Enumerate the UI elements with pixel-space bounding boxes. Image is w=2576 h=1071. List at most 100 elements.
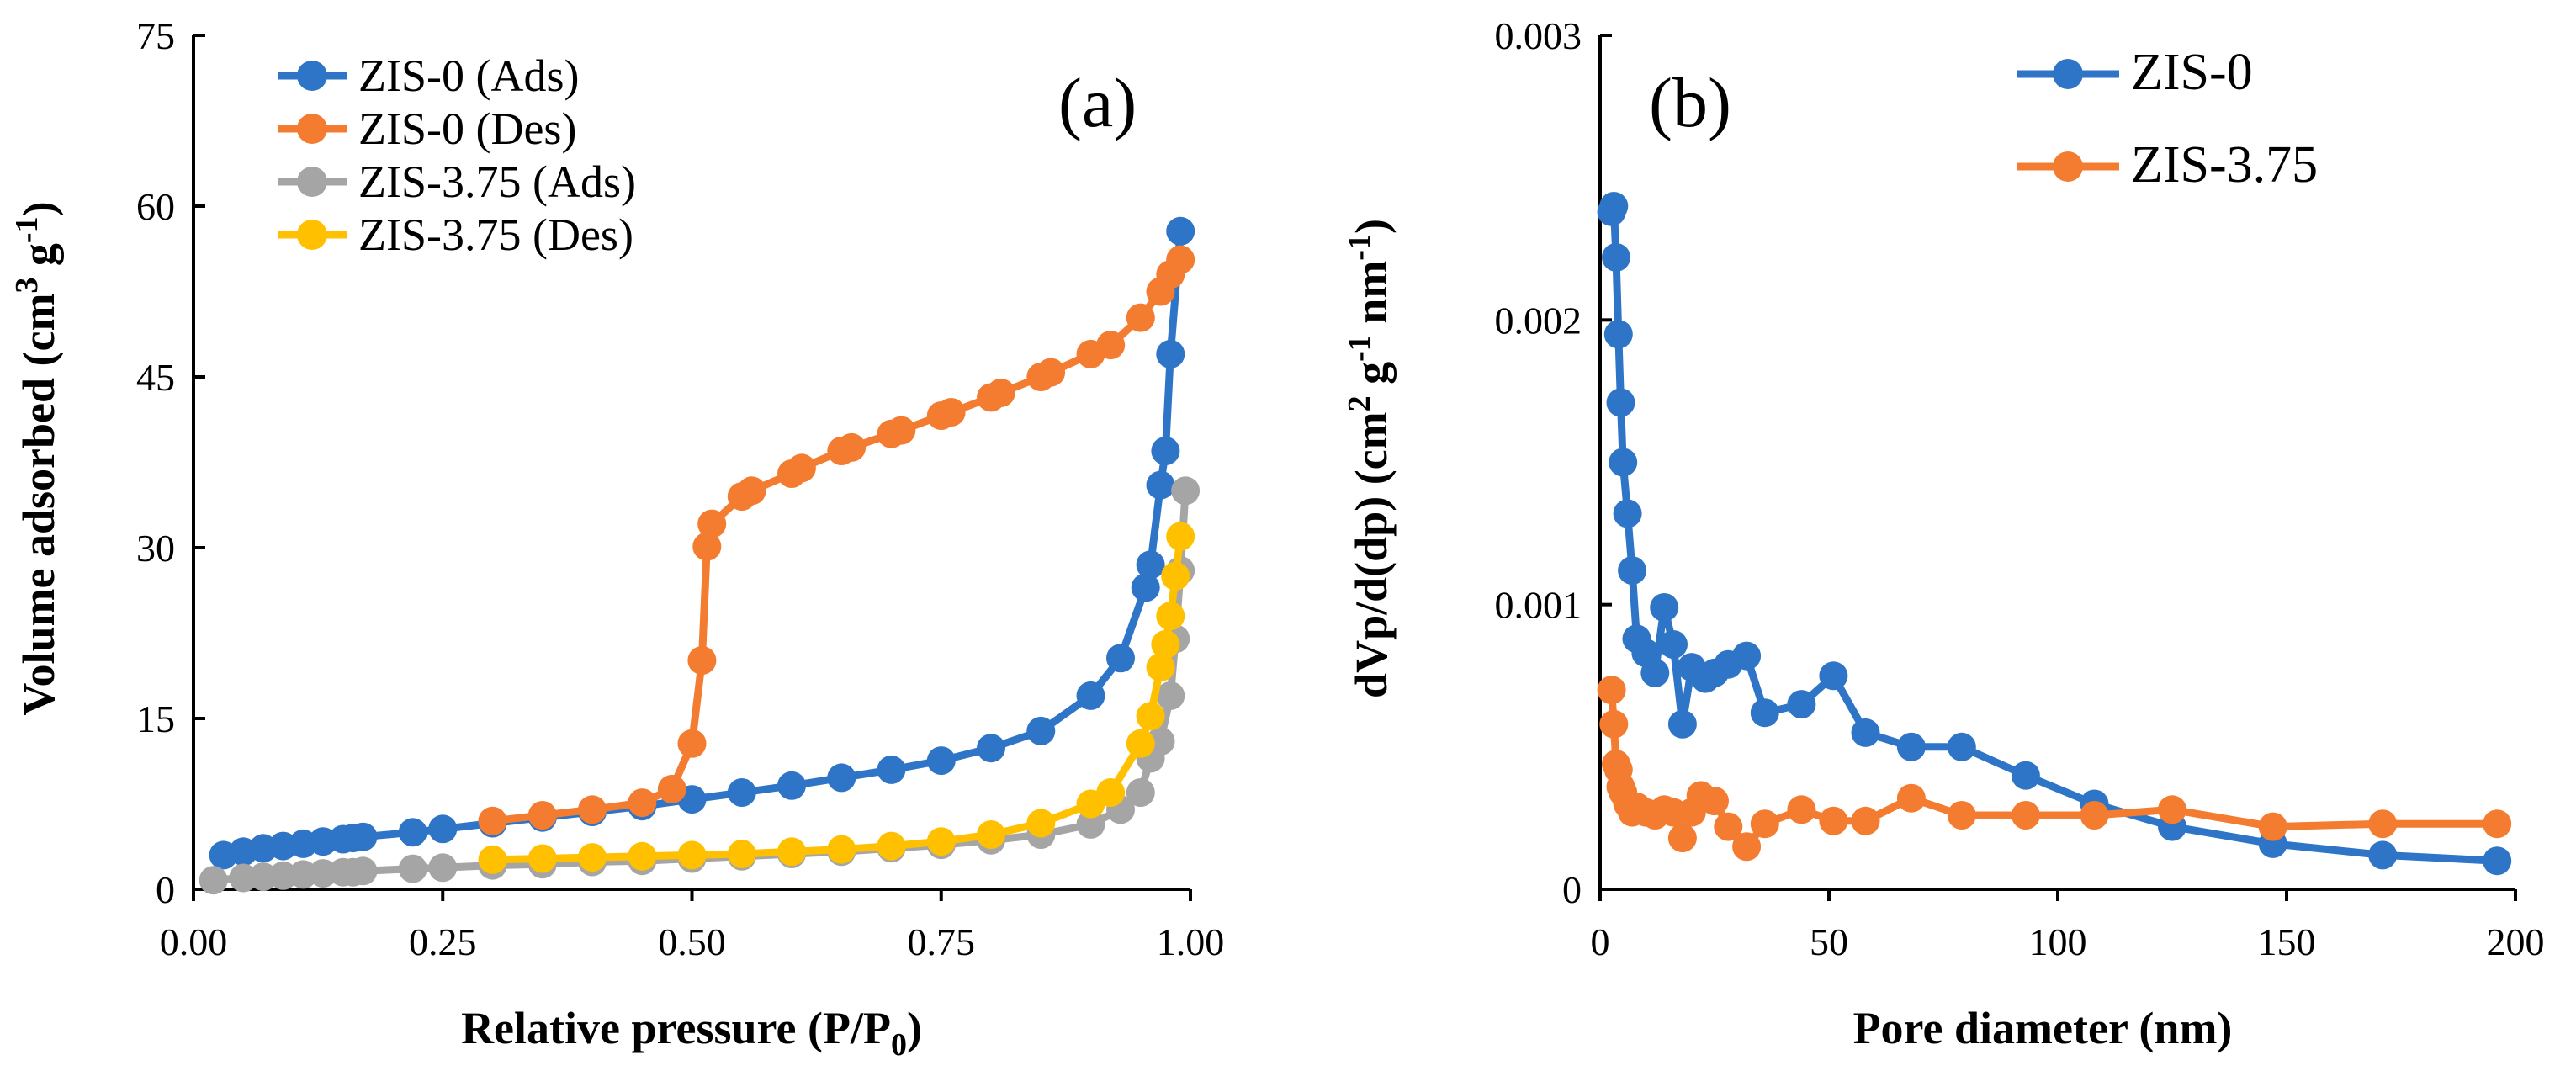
panel-a-x-tick-label: 0.50 — [658, 920, 726, 963]
legend-item-zis-0-ads: ZIS-0 (Ads) — [278, 50, 579, 101]
data-point-zis-0-des — [1166, 245, 1195, 274]
data-point-zis-3-75 — [2158, 795, 2186, 824]
data-point-zis-3-75-ads — [1076, 809, 1105, 839]
data-point-zis-0 — [2011, 761, 2040, 790]
data-point-zis-3-75 — [2368, 809, 2398, 839]
data-point-zis-3-75-des — [1146, 653, 1175, 682]
data-point-zis-0 — [1732, 641, 1762, 671]
data-point-zis-0-des — [697, 509, 727, 538]
panel-b-x-tick-label: 0 — [1591, 920, 1610, 963]
data-point-zis-0-ads — [348, 822, 378, 851]
data-point-zis-0-ads — [926, 746, 956, 776]
legend-swatch-marker — [2053, 59, 2083, 89]
panel-a-y-tick-label: 45 — [136, 356, 175, 399]
legend-label: ZIS-0 (Ads) — [358, 50, 579, 101]
data-point-zis-0 — [1667, 709, 1697, 739]
data-point-zis-0 — [1896, 732, 1926, 761]
data-point-zis-0-ads — [428, 814, 458, 844]
data-point-zis-3-75-des — [1026, 809, 1056, 838]
panel-b-x-tick-label: 150 — [2258, 920, 2316, 963]
legend-swatch-marker — [297, 167, 327, 197]
panel-a-y-tick-label: 0 — [156, 868, 175, 911]
data-point-zis-0 — [1609, 448, 1638, 477]
panel-b-axes — [1598, 34, 2517, 901]
data-point-zis-3-75 — [1714, 812, 1743, 841]
data-point-zis-0-des — [1126, 303, 1155, 332]
data-point-zis-0-des — [1036, 358, 1066, 387]
data-point-zis-0-ads — [1131, 573, 1160, 602]
panel-a-y-tick-label: 60 — [136, 185, 175, 228]
legend-label: ZIS-3.75 (Ads) — [358, 156, 636, 207]
series-zis-3-75-des — [478, 522, 1195, 874]
data-point-zis-3-75-des — [977, 820, 1005, 849]
panel-a-axes — [192, 34, 1192, 901]
data-point-zis-3-75 — [2011, 801, 2040, 830]
panel-a-legend: ZIS-0 (Ads)ZIS-0 (Des)ZIS-3.75 (Ads)ZIS-… — [278, 50, 636, 260]
data-point-zis-3-75-des — [1166, 522, 1195, 551]
data-point-zis-0 — [1599, 192, 1629, 220]
legend-item-zis-3-75: ZIS-3.75 — [2017, 136, 2318, 194]
data-point-zis-3-75-des — [727, 840, 756, 868]
legend-label: ZIS-0 — [2131, 44, 2253, 101]
data-point-zis-0-ads — [398, 818, 427, 847]
panel-a-tick-labels: 0 15 30 45 60 75 0.00 0.25 0.50 0.75 1.00 — [136, 14, 1224, 963]
data-point-zis-3-75-des — [578, 843, 607, 872]
data-point-zis-0 — [1603, 320, 1633, 349]
data-point-zis-0-des — [657, 774, 686, 803]
panel-b-series — [1597, 192, 2512, 876]
data-point-zis-3-75 — [1597, 676, 1626, 705]
data-point-zis-3-75 — [1896, 783, 1926, 813]
data-point-zis-3-75-des — [478, 845, 507, 874]
data-point-zis-3-75 — [1732, 832, 1762, 862]
series-zis-0 — [1597, 192, 2512, 876]
data-point-zis-0-ads — [1136, 550, 1165, 580]
data-point-zis-3-75-des — [1126, 729, 1155, 758]
data-point-zis-3-75-des — [877, 831, 906, 861]
data-point-zis-3-75-des — [1156, 602, 1185, 631]
data-point-zis-3-75-des — [1151, 630, 1180, 659]
data-point-zis-0-ads — [1146, 470, 1175, 500]
data-point-zis-3-75-des — [777, 837, 806, 867]
data-point-zis-0-des — [737, 476, 766, 506]
legend-swatch-marker — [297, 61, 327, 91]
data-point-zis-0-ads — [1156, 339, 1185, 368]
legend-label: ZIS-3.75 — [2131, 136, 2318, 194]
panel-b-legend: ZIS-0 ZIS-3.75 — [2017, 44, 2318, 194]
panel-a-y-axis-title: Volume adsorbed (cm3 g-1) — [9, 201, 64, 715]
series-line-zis-0 — [1608, 202, 2498, 865]
data-point-zis-0-des — [837, 432, 867, 462]
panel-b-tick-labels: 0 0.001 0.002 0.003 0 50 100 150 200 — [1495, 14, 2545, 963]
data-point-zis-3-75-des — [1161, 561, 1190, 591]
series-zis-3-75 — [1597, 676, 2512, 862]
data-point-zis-0-des — [692, 532, 722, 561]
data-point-zis-0 — [1650, 593, 1679, 622]
data-point-zis-0-des — [887, 416, 916, 445]
legend-label: ZIS-3.75 (Des) — [358, 209, 633, 260]
legend-item-zis-0-des: ZIS-0 (Des) — [278, 103, 576, 154]
panel-b-label: (b) — [1649, 64, 1731, 142]
data-point-zis-0-des — [478, 806, 507, 835]
panel-a-x-tick-label: 0.75 — [908, 920, 976, 963]
data-point-zis-0 — [2483, 846, 2512, 876]
legend-item-zis-3-75-ads: ZIS-3.75 (Ads) — [278, 156, 636, 207]
series-zis-0-des — [478, 245, 1195, 835]
data-point-zis-0-ads — [877, 755, 906, 784]
panel-b-y-tick-label: 0.003 — [1495, 14, 1582, 57]
data-point-zis-3-75-des — [628, 841, 657, 871]
data-point-zis-3-75-ads — [428, 853, 458, 883]
data-point-zis-3-75-ads — [199, 866, 228, 895]
data-point-zis-0 — [1819, 661, 1848, 691]
data-point-zis-3-75 — [2080, 801, 2109, 830]
data-point-zis-0-ads — [777, 771, 806, 800]
legend-item-zis-3-75-des: ZIS-3.75 (Des) — [278, 209, 633, 260]
data-point-zis-0 — [1606, 388, 1635, 417]
data-point-zis-3-75-ads — [1156, 681, 1185, 710]
data-point-zis-0-ads — [1076, 681, 1105, 710]
data-point-zis-0 — [1787, 690, 1816, 719]
data-point-zis-3-75-ads — [348, 856, 378, 886]
data-point-zis-3-75-ads — [1171, 476, 1201, 506]
legend-label: ZIS-0 (Des) — [358, 103, 576, 154]
data-point-zis-3-75 — [1947, 801, 1976, 830]
legend-item-zis-0: ZIS-0 — [2017, 44, 2253, 101]
